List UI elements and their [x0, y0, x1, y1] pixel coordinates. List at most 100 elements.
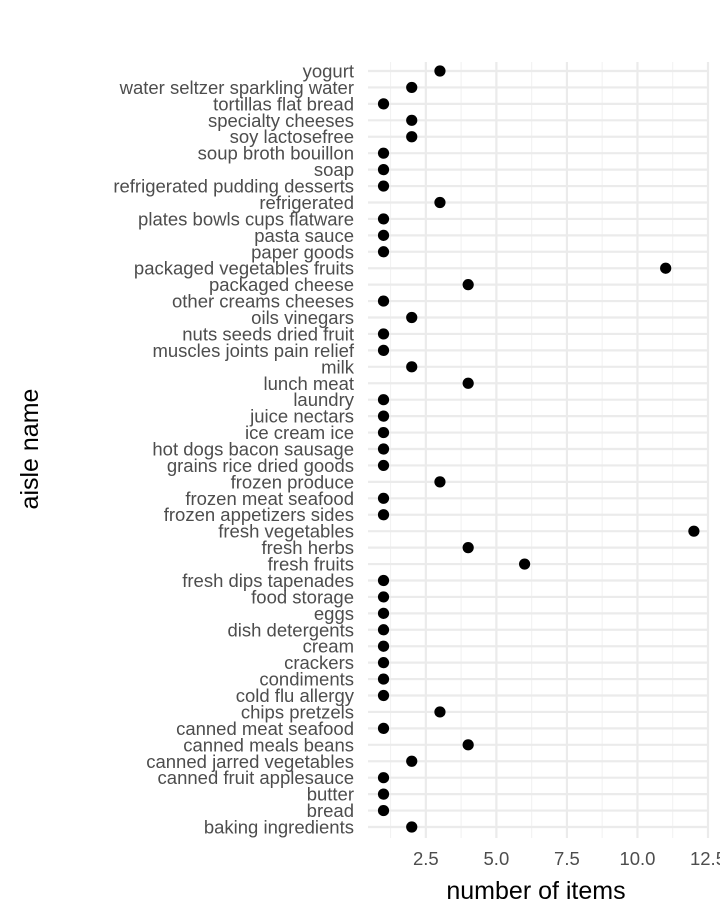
y-tick-label: eggs [314, 603, 354, 624]
data-point [377, 246, 390, 258]
y-tick-label: muscles joints pain relief [152, 340, 354, 361]
y-tick-label: soup broth bouillon [198, 143, 354, 164]
y-tick-label: condiments [259, 669, 354, 690]
x-tick-labels: 2.5 5.0 7.5 10.0 12.5 [413, 848, 720, 869]
data-point [406, 131, 418, 143]
data-point [462, 739, 474, 751]
data-point [406, 114, 418, 126]
data-point [377, 673, 390, 685]
y-tick-label: dish detergents [227, 619, 354, 640]
y-tick-label: food storage [251, 586, 354, 607]
y-tick-label: butter [307, 784, 354, 805]
y-tick-label: packaged cheese [209, 274, 354, 295]
data-point [377, 689, 390, 702]
data-point [434, 476, 446, 488]
data-point [377, 640, 390, 652]
y-tick-label: milk [321, 356, 355, 377]
y-tick-label: refrigerated [259, 192, 354, 213]
y-tick-label: water seltzer sparkling water [119, 77, 354, 98]
data-point [434, 65, 446, 77]
y-tick-label: canned fruit applesauce [158, 767, 354, 788]
data-point [377, 164, 390, 176]
data-point [434, 706, 446, 718]
x-tick-label: 2.5 [413, 848, 439, 869]
y-tick-label: oils vinegars [251, 307, 354, 328]
data-point [377, 574, 390, 587]
data-point [377, 98, 390, 110]
data-point [406, 361, 418, 373]
y-tick-label: frozen meat seafood [185, 488, 354, 509]
data-point [518, 558, 531, 570]
x-tick-label: 7.5 [554, 848, 580, 869]
y-tick-label: fresh fruits [268, 554, 354, 575]
data-point [377, 410, 390, 422]
x-tick-label: 12.5 [690, 848, 720, 869]
y-tick-label: canned jarred vegetables [146, 751, 354, 772]
data-point [377, 772, 390, 784]
y-tick-label: plates bowls cups flatware [138, 208, 354, 229]
data-point [406, 311, 418, 324]
y-tick-label: paper goods [251, 241, 354, 262]
y-tick-label: soap [314, 159, 354, 180]
y-tick-label: cold flu allergy [236, 685, 355, 706]
data-point [377, 459, 390, 472]
y-tick-label: crackers [284, 652, 354, 673]
data-points [377, 65, 700, 833]
y-tick-label: fresh dips tapenades [182, 570, 354, 591]
y-tick-label: juice nectars [249, 406, 354, 427]
data-point [406, 81, 418, 94]
data-point [377, 657, 390, 669]
x-axis-title: number of items [446, 877, 625, 905]
y-tick-label: soy lactosefree [230, 126, 354, 147]
data-point [377, 788, 390, 800]
y-tick-label: tortillas flat bread [213, 93, 354, 114]
y-axis-title: aisle name [16, 389, 44, 510]
y-tick-label: fresh vegetables [218, 521, 354, 542]
data-point [377, 607, 390, 619]
y-tick-label: lunch meat [264, 373, 355, 394]
y-tick-label: chips pretzels [241, 701, 354, 722]
grid-lines [368, 62, 710, 838]
data-point [688, 525, 700, 537]
data-point [377, 328, 390, 340]
data-point [377, 492, 390, 504]
x-tick-label: 10.0 [619, 848, 655, 869]
data-point [377, 213, 390, 225]
y-tick-label: specialty cheeses [208, 110, 354, 131]
data-point [377, 804, 390, 817]
y-tick-label: other creams cheeses [172, 291, 354, 312]
y-tick-label: pasta sauce [254, 225, 354, 246]
data-point [660, 262, 672, 274]
data-point [406, 755, 418, 767]
data-point [406, 821, 418, 833]
x-tick-label: 5.0 [484, 848, 510, 869]
data-point [377, 147, 390, 159]
y-tick-label: grains rice dried goods [167, 455, 354, 476]
data-point [434, 196, 446, 209]
data-point [377, 624, 390, 636]
y-tick-label: frozen produce [231, 471, 354, 492]
data-point [377, 443, 390, 455]
y-tick-label: laundry [293, 389, 354, 410]
y-tick-label: cream [303, 636, 354, 657]
y-tick-label: bread [307, 800, 354, 821]
y-tick-label: canned meat seafood [176, 718, 354, 739]
data-point [377, 394, 390, 406]
data-point [377, 509, 390, 521]
y-tick-label: refrigerated pudding desserts [113, 176, 354, 197]
data-point [462, 542, 474, 554]
y-tick-label: nuts seeds dried fruit [182, 323, 354, 344]
y-tick-label: fresh herbs [261, 537, 354, 558]
data-point [377, 180, 390, 192]
data-point [377, 722, 390, 734]
data-point [462, 279, 474, 291]
data-point [377, 344, 390, 356]
y-tick-label: frozen appetizers sides [164, 504, 354, 525]
y-tick-label: packaged vegetables fruits [134, 258, 354, 279]
data-point [377, 591, 390, 603]
data-point [462, 377, 474, 389]
y-tick-label: ice cream ice [245, 422, 354, 443]
y-tick-label: hot dogs bacon sausage [152, 439, 354, 460]
